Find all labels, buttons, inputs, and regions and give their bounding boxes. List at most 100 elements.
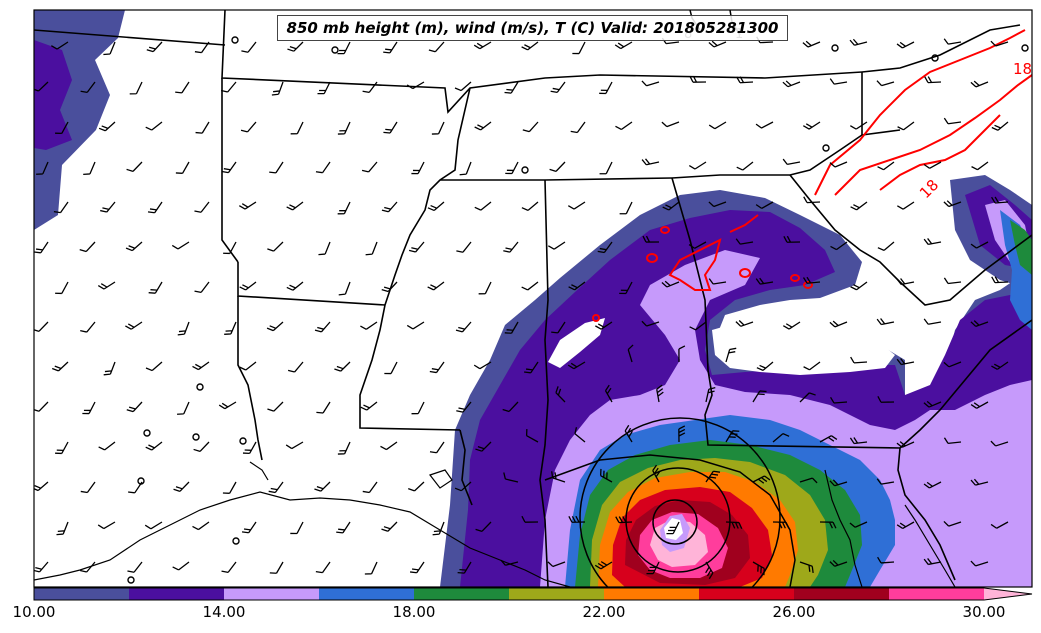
colorbar-tick-label: 26.00 [772,603,816,621]
wind-barb [803,361,821,371]
wind-barb [595,321,613,330]
wind-barb [55,121,69,135]
wind-barb [474,201,492,211]
wind-barb [521,41,539,51]
wind-barb [474,121,492,131]
wind-barb [896,41,915,49]
wind-barb [850,201,868,211]
wind-barb [360,321,378,330]
wind-barb [970,80,989,88]
wind-barb [624,424,633,443]
wind-barb [829,479,848,487]
wind-barb [772,433,790,443]
wind-barb [752,390,767,403]
wind-barb [877,161,895,171]
wind-barb [381,281,398,293]
wind-barb [362,481,378,494]
colorbar-tick-label: 22.00 [582,603,626,621]
wind-barb [145,441,163,451]
wind-barb [802,276,821,284]
wind-barb [80,481,96,494]
wind-barb [735,320,754,327]
wind-barb [923,400,942,408]
colorbar-segment [224,588,320,600]
colorbar-tick-label: 18.00 [392,603,436,621]
wind-barb [923,558,942,566]
temperature-contours [592,29,1032,322]
wind-barb [103,41,116,56]
wind-barb [53,201,69,214]
wind-barb [145,361,163,372]
wind-barb [175,161,190,174]
wind-barb [80,561,96,573]
wind-barb [849,121,868,130]
wind-barb [641,80,660,87]
wind-barb [568,515,586,523]
colorbar-tick-label: 10.00 [12,603,56,621]
wind-barb [239,281,257,291]
wind-barb [829,559,848,567]
wind-barb [971,161,989,171]
wind-barb [662,201,680,211]
wind-barb [551,471,566,483]
wind-barb [567,201,586,210]
wind-barb [287,41,304,52]
colorbar-segment [889,588,985,600]
wind-barb [34,481,49,492]
wind-barb [221,561,237,573]
wind-barb [223,241,237,255]
wind-barb [473,361,492,370]
wind-barb [192,521,210,531]
wind-barb [127,561,143,573]
colorbar-segment [509,588,605,600]
wind-barb [661,121,680,128]
wind-barb [365,241,378,256]
wind-barb [427,281,445,291]
wind-barb [736,76,754,84]
wind-barb [849,437,868,445]
wind-barb [755,201,774,209]
wind-barb [970,401,989,409]
wind-barb [521,201,539,211]
wind-barb [334,361,351,372]
wind-barb [615,516,633,524]
wind-barb [147,201,163,214]
wind-barb [431,121,445,135]
wind-barb [849,521,868,528]
wind-barb [689,75,707,83]
wind-barb [504,321,519,334]
wind-barb [970,241,989,249]
wind-barb [782,80,801,88]
wind-barb [924,76,942,84]
wind-barb [383,41,398,54]
wind-barb [819,521,837,529]
wind-barb [725,347,737,363]
wind-barb [990,40,1009,47]
wind-barb [240,121,257,133]
wind-barb [171,241,190,250]
wind-barb [991,196,1009,204]
wind-barb [896,278,915,286]
wind-barb [193,441,210,453]
wind-barb [429,441,445,454]
colorbar-segment [319,588,415,600]
wind-barb [799,561,814,574]
colorbar-segment [794,588,890,600]
wind-barb [100,201,116,213]
wind-barb [876,80,895,87]
wind-barb [547,561,566,568]
wind-barb [802,40,821,48]
wind-barb [239,361,257,371]
wind-barb [772,521,790,529]
wind-barb [594,561,613,570]
wind-barb [661,280,680,288]
wind-barb [752,561,765,576]
wind-barb [242,441,257,455]
wind-barb [567,361,586,370]
wind-barb [97,281,116,290]
wind-barb [315,561,331,574]
wind-barb [173,481,190,492]
wind-barb [454,81,472,92]
wind-barb [337,41,351,55]
wind-barb [500,559,519,566]
